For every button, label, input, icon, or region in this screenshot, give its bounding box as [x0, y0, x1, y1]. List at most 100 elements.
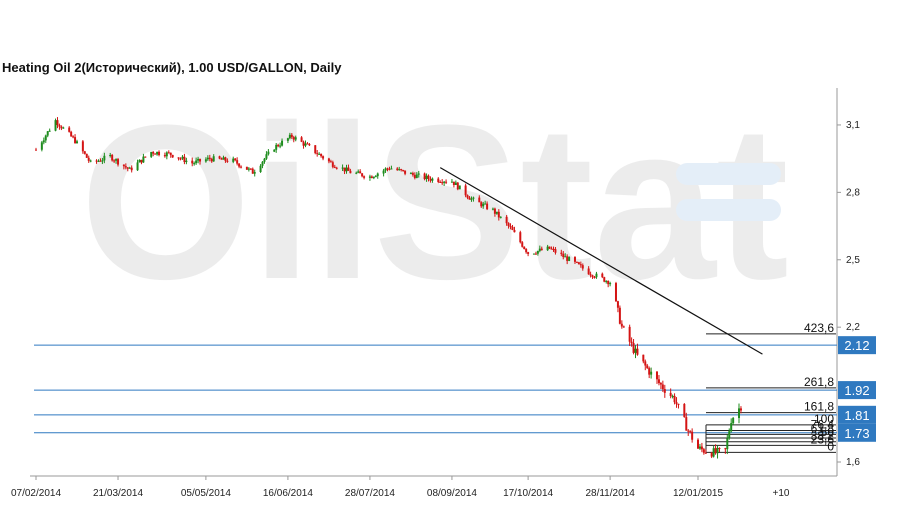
candle-body: [568, 257, 571, 261]
candle-body: [68, 127, 71, 132]
candle: [648, 366, 651, 379]
candle: [345, 164, 348, 174]
candle: [302, 140, 305, 149]
candle-body: [396, 168, 399, 171]
candle: [659, 382, 662, 390]
candle-body: [103, 155, 106, 161]
candle: [507, 222, 510, 229]
candle: [683, 403, 686, 418]
candle: [726, 434, 729, 455]
candle: [306, 142, 309, 145]
candle-body: [609, 283, 612, 285]
candle: [486, 201, 489, 211]
candle: [595, 271, 598, 279]
candle-body: [349, 170, 352, 174]
candle-body: [595, 273, 598, 278]
candle-body: [322, 156, 325, 159]
candle-body: [199, 158, 202, 162]
candle: [697, 438, 699, 449]
candle: [206, 155, 209, 161]
candle: [511, 224, 514, 231]
candle-body: [497, 211, 500, 218]
candle: [650, 367, 653, 379]
candle-body: [536, 250, 539, 254]
candle-body: [171, 154, 174, 158]
candle: [70, 130, 73, 137]
candle-body: [329, 161, 332, 163]
candle: [374, 175, 377, 178]
candle: [40, 140, 43, 152]
candle-body: [376, 173, 379, 177]
candle: [718, 447, 721, 453]
candle: [126, 167, 129, 172]
candle: [87, 155, 90, 163]
x-tick-label: 17/10/2014: [503, 488, 553, 499]
candle-body: [191, 160, 194, 164]
candle-body: [300, 137, 303, 142]
candle-body: [642, 354, 645, 362]
candle: [509, 223, 512, 230]
candle-body: [101, 160, 104, 162]
candle-body: [361, 173, 364, 177]
candle: [290, 133, 293, 139]
candle: [222, 155, 225, 160]
candle-body: [620, 323, 623, 327]
candle-body: [288, 134, 291, 139]
candle: [675, 397, 678, 408]
candle-body: [712, 448, 715, 457]
candle-body: [478, 197, 481, 203]
candle-body: [411, 173, 414, 175]
candle: [60, 125, 63, 131]
candle: [562, 251, 565, 260]
watermark-bar: [676, 199, 781, 221]
candle: [89, 159, 92, 163]
candle-body: [124, 166, 127, 168]
candle: [279, 142, 282, 149]
candle-body: [573, 257, 576, 262]
candle: [329, 159, 332, 163]
candle: [376, 172, 379, 179]
candle-body: [327, 158, 330, 162]
candle: [263, 157, 266, 164]
y-tick-label: 1,6: [846, 457, 860, 468]
candle: [81, 140, 84, 154]
candle-body: [607, 281, 610, 285]
candle: [443, 180, 446, 186]
candle: [232, 156, 235, 164]
fib-label: 0: [827, 439, 834, 453]
candle-body: [646, 365, 649, 369]
candle: [390, 165, 393, 170]
candle-body: [739, 408, 742, 411]
candle-body: [673, 395, 676, 403]
candle-body: [363, 176, 366, 178]
candle: [505, 215, 508, 226]
candle-body: [167, 152, 170, 154]
candle: [431, 177, 434, 183]
x-tick-label: +10: [773, 488, 790, 499]
candle-body: [400, 169, 403, 171]
candle: [700, 442, 703, 453]
price-badge-bg: [838, 423, 876, 442]
candle-body: [279, 145, 282, 147]
candle: [698, 443, 701, 450]
candle-body: [113, 160, 116, 162]
candle-body: [509, 225, 512, 227]
candle-body: [521, 242, 524, 247]
candle-body: [193, 163, 196, 165]
candle-body: [210, 158, 213, 162]
candle-body: [724, 448, 727, 450]
candle: [275, 143, 278, 153]
candle: [657, 374, 660, 386]
candle-body: [562, 253, 565, 257]
candle-body: [525, 248, 528, 253]
candle-body: [177, 157, 180, 159]
candle-body: [554, 249, 557, 253]
candle-body: [546, 246, 549, 251]
candle: [357, 169, 360, 174]
candle-body: [456, 182, 459, 190]
x-tick-label: 21/03/2014: [93, 488, 143, 499]
y-tick-label: 2,5: [846, 255, 860, 266]
candle-body: [218, 156, 221, 159]
candle: [527, 251, 530, 257]
